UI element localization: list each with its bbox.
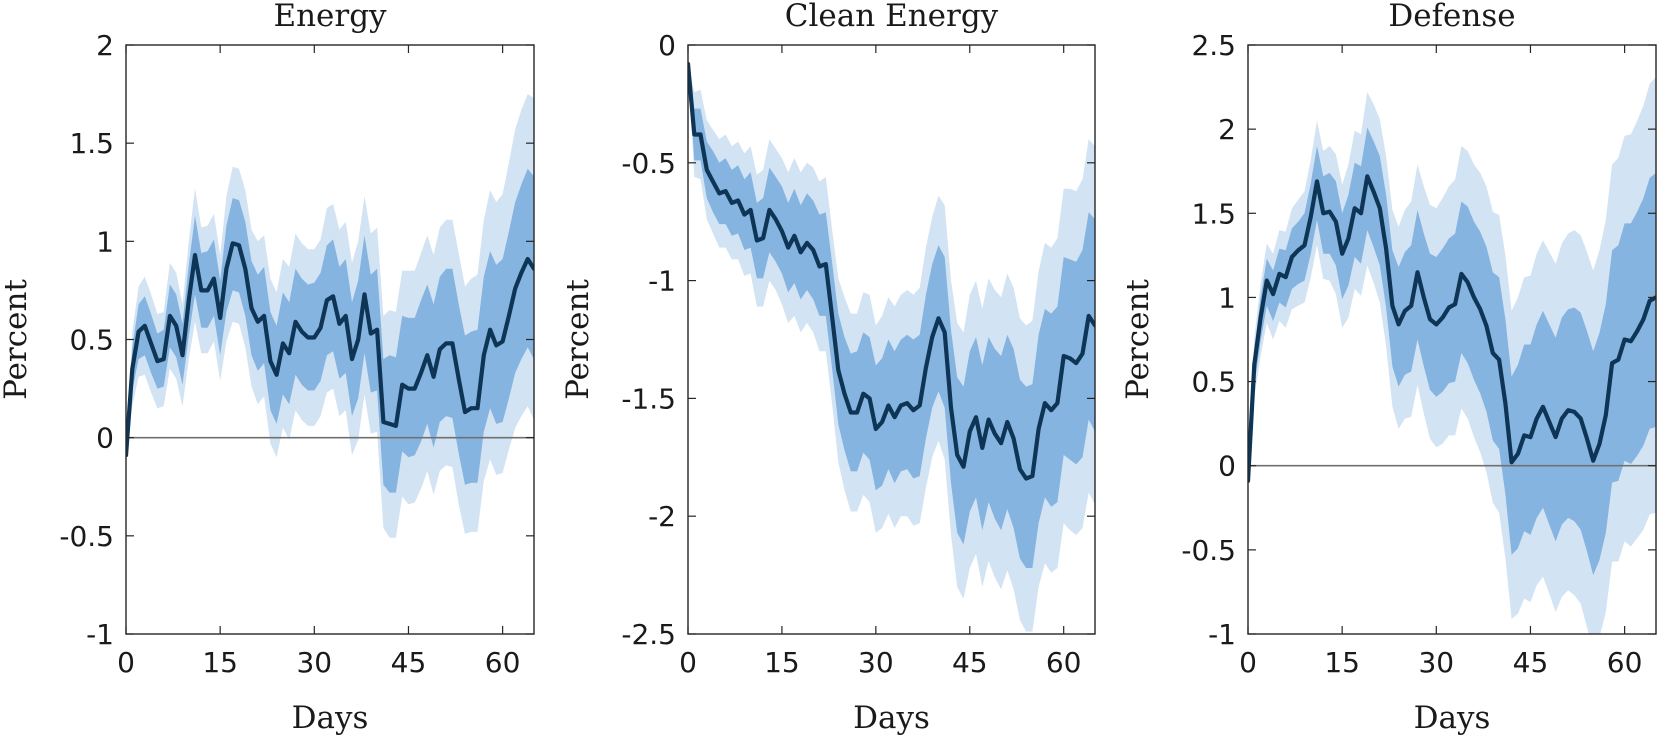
- inner-confidence-band-energy: [126, 168, 534, 493]
- x-tick-label: 0: [1239, 646, 1257, 679]
- y-tick-label: -1: [1208, 618, 1236, 651]
- x-tick-label: 15: [202, 646, 238, 679]
- y-axis-label-energy: Percent: [0, 279, 34, 400]
- y-tick-label: -1.5: [621, 382, 676, 415]
- x-tick-label: 45: [952, 646, 988, 679]
- y-tick-label: -0.5: [621, 147, 676, 180]
- y-tick-label: 0: [658, 29, 676, 62]
- y-axis-label-clean-energy: Percent: [560, 279, 596, 400]
- y-tick-label: 2: [1218, 113, 1236, 146]
- y-tick-label: -0.5: [1181, 534, 1236, 567]
- y-tick-label: 0: [1218, 450, 1236, 483]
- y-axis-label-defense: Percent: [1120, 279, 1156, 400]
- y-tick-label: 2: [96, 29, 114, 62]
- median-line-defense: [1248, 174, 1656, 483]
- x-tick-label: 30: [858, 646, 894, 679]
- y-tick-label: -1: [86, 618, 114, 651]
- x-tick-label: 0: [117, 646, 135, 679]
- panel-energy: -1 -0.5 0 0.5 1 1.5 2 0 15 30 45 60 Energy Days Percen…: [0, 0, 535, 736]
- y-tick-label: -2.5: [621, 618, 676, 651]
- y-tick-label: 1.5: [69, 127, 114, 160]
- panel-clean-energy: -2.5 -2 -1.5 -1 -0.5 0 0 15 30 45 60 Clean Energy Da…: [560, 0, 1096, 736]
- y-tick-label: 1.5: [1191, 197, 1236, 230]
- y-tick-label: 2.5: [1191, 29, 1236, 62]
- x-tick-label: 45: [391, 646, 427, 679]
- y-tick-label: 1: [96, 225, 114, 258]
- y-tick-label: 0: [96, 422, 114, 455]
- median-line-clean-energy: [688, 61, 1095, 481]
- panel-title-energy: Energy: [273, 0, 387, 34]
- x-axis-label-energy: Days: [292, 700, 369, 736]
- x-tick-label: 15: [1324, 646, 1360, 679]
- x-tick-label: 30: [296, 646, 332, 679]
- y-tick-label: -1: [648, 265, 676, 298]
- x-tick-label: 60: [1607, 646, 1643, 679]
- y-tick-label: -0.5: [59, 520, 114, 553]
- median-line-energy: [126, 241, 534, 458]
- x-tick-label: 15: [764, 646, 800, 679]
- x-axis-label-defense: Days: [1414, 700, 1491, 736]
- plot-area-clean-energy: [688, 61, 1095, 632]
- x-tick-label: 60: [1046, 646, 1082, 679]
- panel-defense: -1 -0.5 0 0.5 1 1.5 2 2.5 0 15 30 45 60 Defense Days Pe…: [1120, 0, 1657, 736]
- plot-area-energy: [126, 94, 534, 538]
- x-axis-label-clean-energy: Days: [853, 700, 930, 736]
- x-tick-label: 45: [1513, 646, 1549, 679]
- x-tick-label: 60: [485, 646, 521, 679]
- x-tick-label: 0: [679, 646, 697, 679]
- y-tick-label: 0.5: [1191, 366, 1236, 399]
- inner-confidence-band-clean-energy: [688, 63, 1095, 569]
- axis-box-defense: [1247, 44, 1657, 635]
- panel-title-clean-energy: Clean Energy: [785, 0, 999, 34]
- axis-box-clean-energy: [687, 44, 1096, 635]
- y-tick-label: 1: [1218, 281, 1236, 314]
- x-tick-label: 30: [1418, 646, 1454, 679]
- y-tick-label: -2: [648, 500, 676, 533]
- plot-area-defense: [1248, 77, 1656, 634]
- y-tick-label: 0.5: [69, 324, 114, 357]
- panel-title-defense: Defense: [1388, 0, 1515, 34]
